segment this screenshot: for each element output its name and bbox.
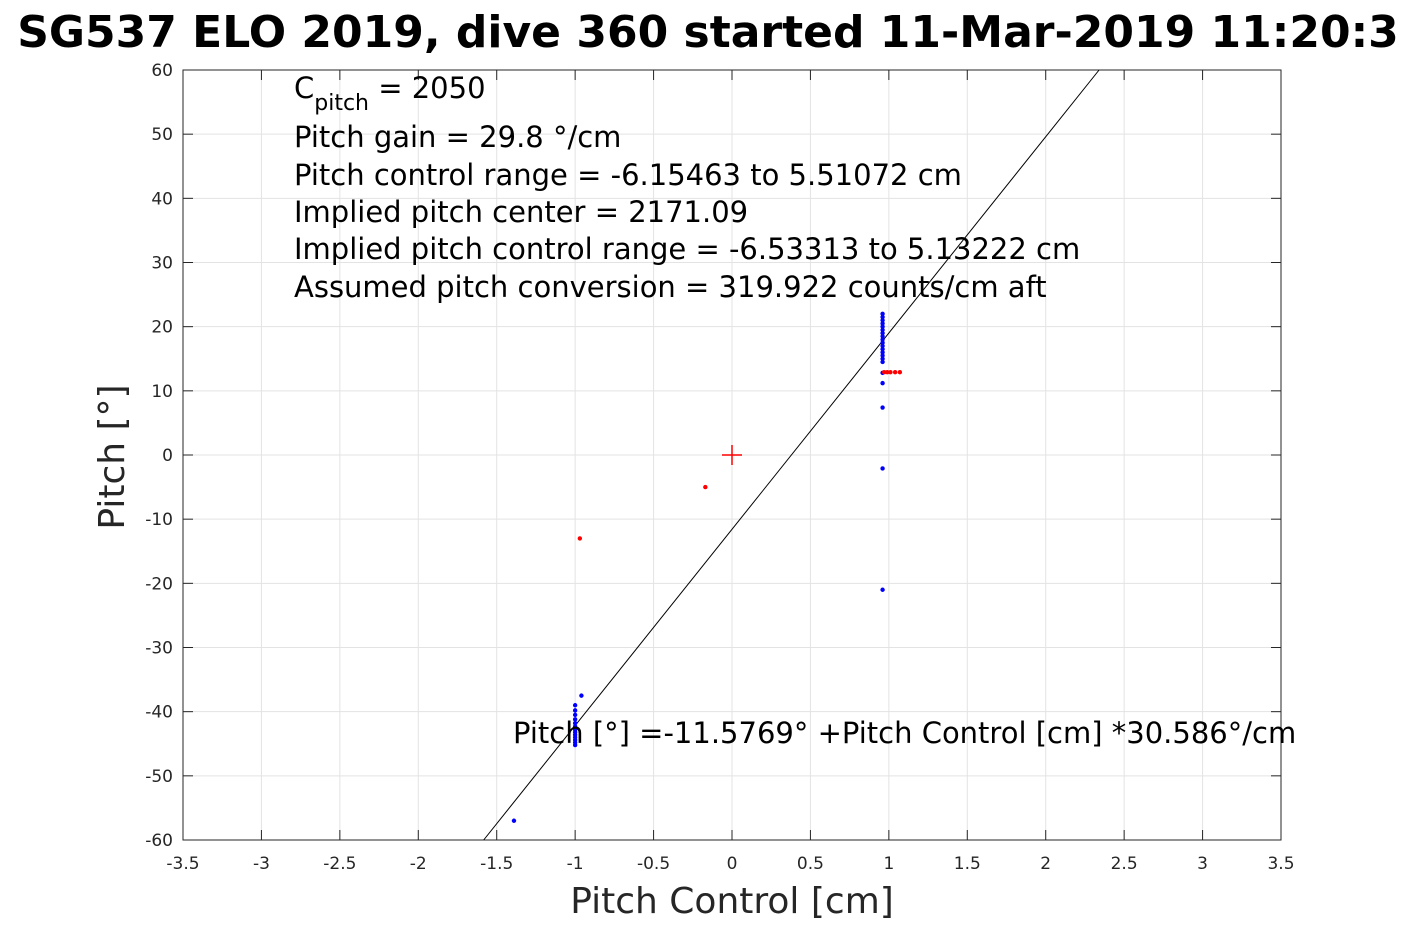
data-point xyxy=(880,359,885,365)
y-tick-label: -40 xyxy=(145,703,173,723)
y-tick-label: 20 xyxy=(151,318,173,338)
x-tick-labels: -3.5 -3 -2.5 -2 -1.5 -1 -0.5 0 0.5 1 1.5 2 2.5 3 3.5 xyxy=(166,854,1294,874)
data-point xyxy=(880,334,885,339)
x-tick-label: -3 xyxy=(253,854,270,874)
y-tick-label: -60 xyxy=(145,831,173,851)
c-pitch-subscript: pitch xyxy=(314,91,369,116)
data-point xyxy=(880,314,885,320)
data-point xyxy=(511,818,517,823)
y-tick-label: 30 xyxy=(151,254,173,274)
x-axis-label: Pitch Control [cm] xyxy=(570,881,894,922)
y-tick-label: -20 xyxy=(145,574,173,594)
data-point xyxy=(880,380,885,386)
data-point xyxy=(880,318,885,323)
data-point xyxy=(572,708,578,713)
x-tick-label: -0.5 xyxy=(637,854,670,874)
chart-title: SG537 ELO 2019, dive 360 started 11-Mar-… xyxy=(17,7,1399,58)
y-tick-label: -30 xyxy=(145,639,173,659)
y-axis-label: Pitch [°] xyxy=(92,384,133,529)
data-point xyxy=(572,717,578,722)
grid-lines xyxy=(182,69,1282,841)
y-tick-labels: 60 50 40 30 20 10 0 -10 -20 -30 -40 -50 -60 xyxy=(145,61,173,851)
annotation-implied-center: Implied pitch center = 2171.09 xyxy=(294,195,748,229)
data-point xyxy=(897,370,903,375)
x-tick-label: 0.5 xyxy=(797,854,824,874)
x-tick-label: -1.5 xyxy=(480,854,513,874)
y-tick-label: -50 xyxy=(145,767,173,787)
annotation-c-pitch: Cpitch = 2050 xyxy=(294,71,486,116)
data-point xyxy=(572,724,578,729)
data-point xyxy=(572,712,578,718)
data-point xyxy=(885,370,890,375)
data-point xyxy=(880,343,885,349)
tick-marks xyxy=(182,69,1282,841)
data-point xyxy=(572,703,578,708)
c-pitch-symbol: C xyxy=(294,71,314,105)
data-point xyxy=(880,356,885,361)
y-tick-label: 0 xyxy=(162,446,173,466)
data-point xyxy=(880,324,885,329)
x-tick-label: -3.5 xyxy=(166,854,199,874)
y-tick-label: 40 xyxy=(151,189,173,209)
y-tick-label: 60 xyxy=(151,61,173,81)
x-tick-label: -2.5 xyxy=(323,854,356,874)
center-marker-group xyxy=(722,445,742,465)
data-point xyxy=(880,340,885,345)
data-point xyxy=(892,370,898,375)
x-tick-label: 3 xyxy=(1197,854,1208,874)
y-tick-label: 10 xyxy=(151,382,173,402)
x-tick-label: 2.5 xyxy=(1111,854,1138,874)
annotation-conversion: Assumed pitch conversion = 319.922 count… xyxy=(294,270,1047,304)
data-point xyxy=(880,311,885,317)
data-point xyxy=(880,353,885,358)
annotation-control-range: Pitch control range = -6.15463 to 5.5107… xyxy=(294,158,962,192)
annotation-block: Cpitch = 2050 Pitch gain = 29.8 °/cm Pit… xyxy=(294,71,1296,750)
data-points xyxy=(511,311,903,823)
x-tick-label: 1 xyxy=(883,854,894,874)
data-point xyxy=(880,321,885,326)
x-tick-label: 2 xyxy=(1040,854,1051,874)
x-tick-label: -1 xyxy=(567,854,584,874)
y-tick-label: -10 xyxy=(145,510,173,530)
data-point xyxy=(880,466,885,471)
data-point xyxy=(880,346,885,352)
fit-line-group xyxy=(483,69,1100,841)
data-point xyxy=(703,484,708,490)
data-point xyxy=(880,405,885,410)
data-point xyxy=(577,536,583,541)
data-point xyxy=(880,327,885,333)
x-tick-label: -2 xyxy=(410,854,427,874)
data-point xyxy=(880,587,885,592)
data-point xyxy=(880,330,885,336)
data-point xyxy=(880,337,885,342)
annotation-pitch-gain: Pitch gain = 29.8 °/cm xyxy=(294,120,621,154)
data-point xyxy=(881,370,887,375)
x-tick-label: 1.5 xyxy=(954,854,981,874)
c-pitch-value: = 2050 xyxy=(369,71,486,105)
x-tick-label: 0 xyxy=(727,854,738,874)
data-point xyxy=(579,693,584,698)
data-point xyxy=(572,721,578,726)
y-tick-label: 50 xyxy=(151,125,173,145)
annotation-implied-range: Implied pitch control range = -6.53313 t… xyxy=(294,232,1080,266)
data-point xyxy=(572,742,578,748)
x-tick-label: 3.5 xyxy=(1267,854,1294,874)
fit-line xyxy=(483,69,1100,841)
data-point xyxy=(880,350,885,355)
data-point xyxy=(888,370,893,375)
annotation-fit-equation: Pitch [°] =-11.5769° +Pitch Control [cm]… xyxy=(513,716,1296,750)
